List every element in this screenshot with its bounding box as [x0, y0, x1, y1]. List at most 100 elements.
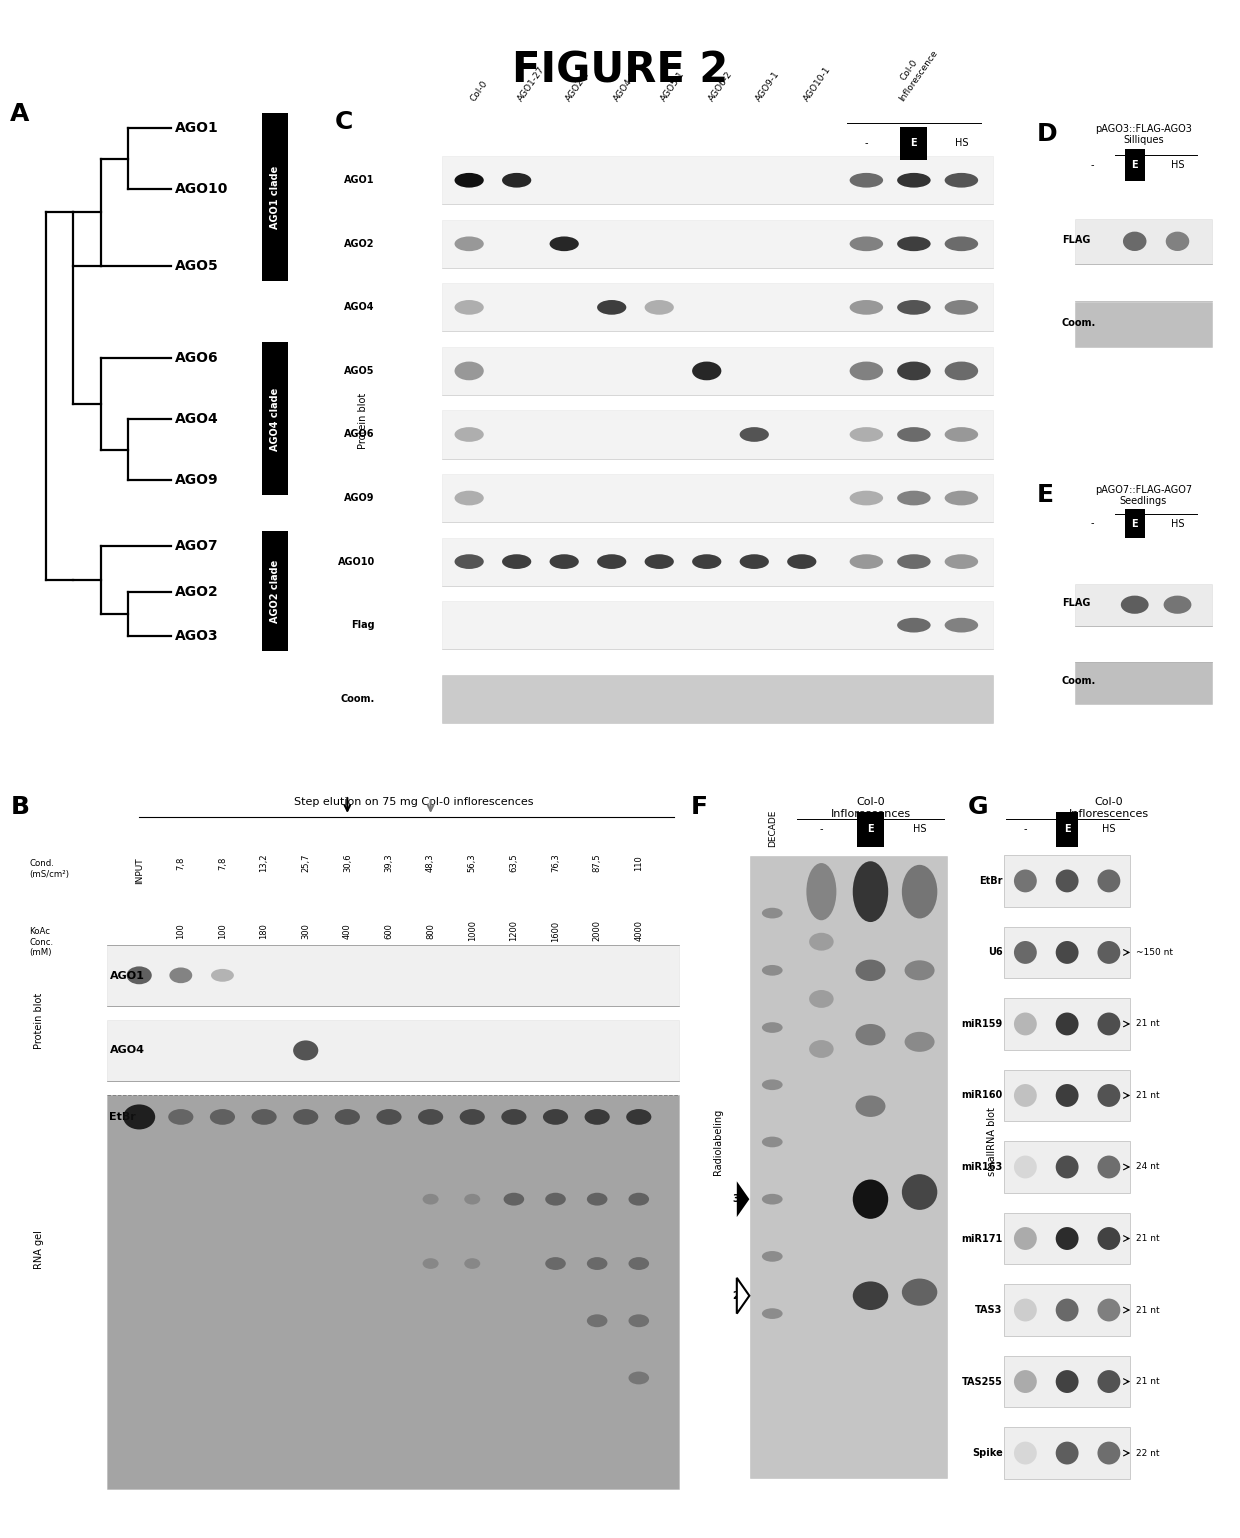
Ellipse shape — [856, 1024, 885, 1046]
Text: HS: HS — [913, 824, 926, 834]
Ellipse shape — [1097, 1441, 1120, 1464]
Ellipse shape — [897, 237, 931, 251]
Bar — [441, 411, 993, 458]
Ellipse shape — [1055, 941, 1079, 964]
Text: C: C — [335, 111, 353, 134]
Text: AGO4-5: AGO4-5 — [611, 69, 639, 103]
Text: -: - — [820, 824, 823, 834]
Ellipse shape — [546, 1257, 565, 1270]
Ellipse shape — [945, 300, 978, 315]
Text: smallRNA blot: smallRNA blot — [987, 1107, 997, 1177]
Text: AGO9: AGO9 — [345, 494, 374, 503]
Ellipse shape — [808, 932, 833, 950]
Ellipse shape — [787, 554, 816, 569]
Text: E: E — [867, 824, 874, 835]
Text: miR163: miR163 — [961, 1163, 1002, 1172]
Ellipse shape — [897, 618, 931, 632]
Text: Spike: Spike — [972, 1449, 1002, 1458]
Text: miR160: miR160 — [961, 1090, 1002, 1101]
Text: E: E — [910, 138, 918, 149]
Ellipse shape — [1014, 1298, 1037, 1321]
Text: 2000: 2000 — [593, 920, 601, 941]
Text: 13,2: 13,2 — [259, 854, 269, 872]
Text: Flag: Flag — [351, 620, 374, 631]
Text: 110: 110 — [635, 855, 644, 871]
Bar — [441, 157, 993, 205]
Ellipse shape — [945, 361, 978, 380]
Text: -: - — [1090, 518, 1094, 529]
Text: Protein blot: Protein blot — [33, 992, 43, 1049]
Ellipse shape — [761, 1080, 782, 1090]
Text: AGO6: AGO6 — [345, 429, 374, 440]
Ellipse shape — [761, 907, 782, 918]
Text: Step elution on 75 mg Col-0 inflorescences: Step elution on 75 mg Col-0 inflorescenc… — [294, 797, 533, 807]
Ellipse shape — [293, 1109, 319, 1124]
Ellipse shape — [849, 300, 883, 315]
Ellipse shape — [1163, 595, 1192, 614]
Text: Col-0
Inflorescences: Col-0 Inflorescences — [1069, 797, 1149, 818]
Bar — [1075, 661, 1211, 704]
Ellipse shape — [123, 1104, 155, 1129]
Ellipse shape — [945, 172, 978, 188]
Text: AGO10: AGO10 — [337, 557, 374, 566]
Ellipse shape — [897, 491, 931, 506]
Bar — [1004, 1070, 1130, 1121]
Bar — [262, 531, 288, 651]
Ellipse shape — [808, 990, 833, 1007]
Ellipse shape — [645, 554, 673, 569]
Text: 21 nt: 21 nt — [1136, 1090, 1159, 1100]
Ellipse shape — [503, 1193, 525, 1206]
Text: HS: HS — [955, 138, 968, 149]
Bar — [107, 1095, 680, 1489]
Text: AGO6-2: AGO6-2 — [707, 69, 734, 103]
Text: AGO9-1: AGO9-1 — [754, 69, 781, 103]
Ellipse shape — [464, 1193, 480, 1204]
Ellipse shape — [897, 554, 931, 569]
Text: AGO9: AGO9 — [175, 474, 218, 488]
Polygon shape — [737, 1181, 749, 1217]
Text: AGO3: AGO3 — [175, 629, 218, 643]
Ellipse shape — [904, 1032, 935, 1052]
Text: 600: 600 — [384, 923, 393, 938]
Ellipse shape — [945, 618, 978, 632]
Ellipse shape — [1055, 1441, 1079, 1464]
Bar — [441, 220, 993, 268]
Ellipse shape — [1055, 1012, 1079, 1035]
Ellipse shape — [252, 1109, 277, 1124]
Ellipse shape — [856, 1095, 885, 1117]
Ellipse shape — [692, 554, 722, 569]
Ellipse shape — [692, 361, 722, 380]
Ellipse shape — [502, 172, 531, 188]
Bar — [441, 283, 993, 332]
Bar — [441, 601, 993, 649]
Bar — [1056, 812, 1078, 847]
Ellipse shape — [455, 172, 484, 188]
Bar — [262, 112, 288, 281]
Text: INPUT: INPUT — [135, 857, 144, 883]
Text: Coom.: Coom. — [1061, 318, 1096, 328]
Text: 4000: 4000 — [635, 920, 644, 941]
Text: AGO1: AGO1 — [175, 122, 219, 135]
Ellipse shape — [1014, 869, 1037, 892]
Bar — [1004, 998, 1130, 1050]
Ellipse shape — [856, 960, 885, 981]
Ellipse shape — [1121, 595, 1148, 614]
Ellipse shape — [806, 863, 836, 920]
Text: 21 nt: 21 nt — [1136, 1233, 1159, 1243]
Text: AGO2: AGO2 — [175, 586, 219, 600]
Text: FLAG: FLAG — [1061, 235, 1090, 245]
Ellipse shape — [945, 554, 978, 569]
Text: AGO4 clade: AGO4 clade — [269, 388, 280, 451]
Ellipse shape — [626, 1109, 651, 1124]
Ellipse shape — [761, 1309, 782, 1320]
Ellipse shape — [549, 554, 579, 569]
Ellipse shape — [1055, 1084, 1079, 1107]
Ellipse shape — [901, 1173, 937, 1210]
Bar — [441, 675, 993, 723]
Ellipse shape — [423, 1193, 439, 1204]
Text: Protein blot: Protein blot — [357, 394, 367, 449]
Ellipse shape — [1097, 1084, 1120, 1107]
Text: 30,6: 30,6 — [342, 854, 352, 872]
Bar — [107, 946, 680, 1006]
Ellipse shape — [629, 1372, 649, 1384]
